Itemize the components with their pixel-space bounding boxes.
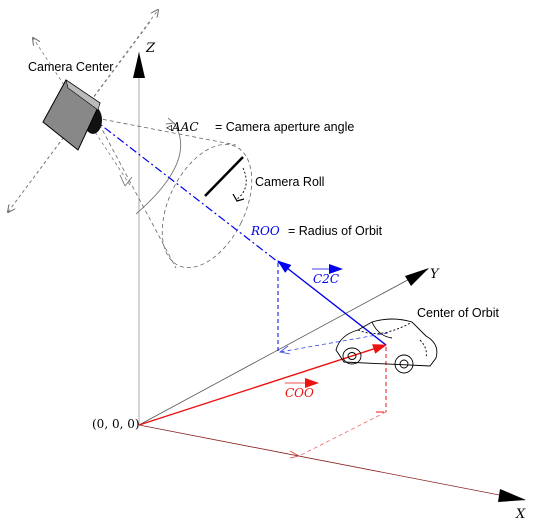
- coo-projection-y: [298, 411, 387, 457]
- coo-label: COO: [285, 386, 314, 400]
- y-axis-label: Y: [430, 267, 440, 282]
- c2c-label-group: C2C: [312, 264, 343, 286]
- c2c-projection-arrowhead: [279, 345, 291, 355]
- z-axis-arrowhead: [133, 52, 145, 78]
- x-axis-arrowhead: [498, 489, 526, 502]
- origin-label: (0, 0, 0): [92, 417, 140, 431]
- cone-base-ellipse: [161, 143, 253, 269]
- c2c-label: C2C: [313, 272, 339, 286]
- coo-vector-ghost: [138, 344, 387, 426]
- camera-roll-arrowhead: [232, 193, 245, 202]
- y-axis-arrowhead: [405, 268, 429, 286]
- y-axis: [138, 268, 429, 426]
- z-axis-label: Z: [145, 41, 156, 56]
- roo-line: [91, 117, 283, 266]
- roo-text: = Radius of Orbit: [288, 224, 383, 238]
- center-of-orbit-label: Center of Orbit: [417, 306, 500, 320]
- camera-icon: [42, 79, 102, 151]
- camera-guide-diag2: [33, 38, 131, 186]
- camera-roll-line: [204, 156, 244, 197]
- car-icon: [335, 318, 438, 374]
- aperture-arc: [135, 122, 182, 215]
- x-axis: [138, 424, 526, 501]
- cone-edge-top: [95, 117, 237, 146]
- x-axis-label: X: [515, 507, 526, 522]
- aperture-text: = Camera aperture angle: [215, 120, 354, 134]
- coo-projection-x-arrowhead: [289, 450, 301, 459]
- c2c-projection-base: [279, 332, 389, 353]
- coo-label-group: COO: [285, 378, 319, 400]
- camera-roll-arc: [235, 167, 247, 201]
- camera-center-label: Camera Center: [28, 60, 113, 74]
- cone-edge-bottom: [95, 117, 177, 269]
- camera-roll-label: Camera Roll: [255, 175, 324, 189]
- roo-symbol: ROO: [250, 224, 280, 238]
- aperture-symbol: ◃AAC: [166, 120, 199, 134]
- c2c-vector: [277, 260, 387, 346]
- aperture-arrow-left: [119, 174, 133, 187]
- aperture-arrow-top: [165, 117, 176, 125]
